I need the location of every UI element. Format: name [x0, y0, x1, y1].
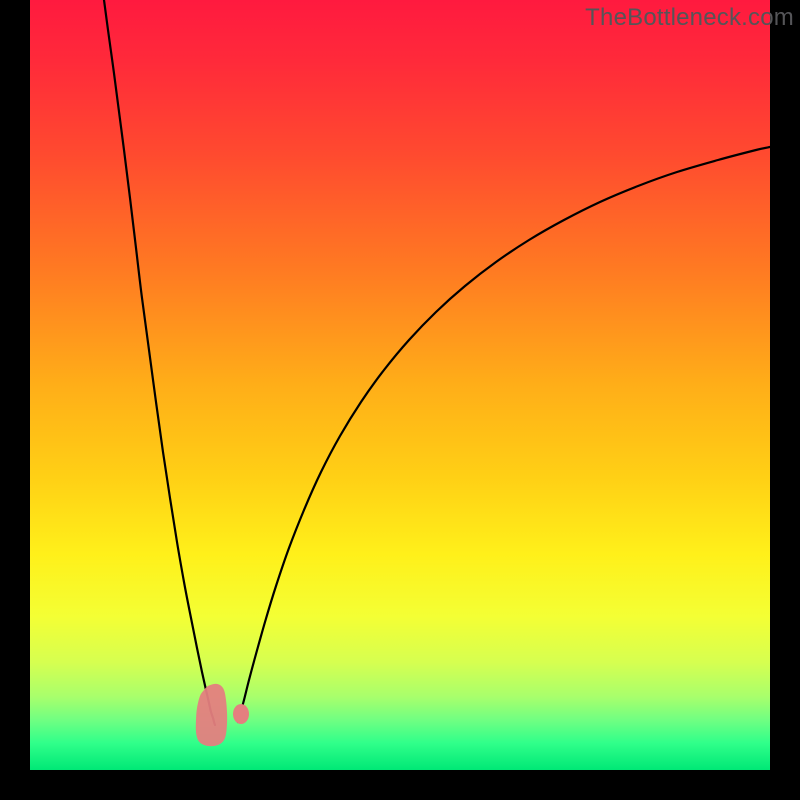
plot-area [30, 0, 770, 770]
image-frame: TheBottleneck.com [0, 0, 800, 800]
watermark-text: TheBottleneck.com [585, 4, 794, 32]
valley-dot [233, 704, 249, 724]
chart-background [30, 0, 770, 770]
bottleneck-chart [30, 0, 770, 770]
